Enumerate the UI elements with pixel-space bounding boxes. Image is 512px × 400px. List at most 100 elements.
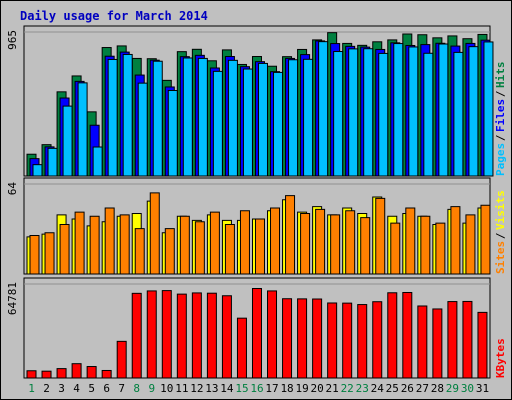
day-label-1: 1 xyxy=(28,382,35,395)
bar-visitors-sites-day-14 xyxy=(224,224,235,275)
bar-kbytes-kbytes-day-30 xyxy=(462,300,473,379)
bar-visitors-sites-day-28 xyxy=(435,222,446,275)
bar-visitors-sites-day-25 xyxy=(390,222,401,275)
day-label-9: 9 xyxy=(148,382,155,395)
bar-visitors-sites-day-15 xyxy=(239,210,250,275)
legend-label-kbytes: KBytes xyxy=(494,338,507,378)
bar-kbytes-kbytes-day-8 xyxy=(131,292,142,379)
bar-requests-pages-day-20 xyxy=(318,41,329,177)
day-label-30: 30 xyxy=(461,382,474,395)
bar-visitors-sites-day-8 xyxy=(134,228,145,275)
day-label-29: 29 xyxy=(446,382,459,395)
bar-requests-pages-day-21 xyxy=(333,51,344,177)
bar-requests-pages-day-18 xyxy=(288,59,299,177)
day-label-5: 5 xyxy=(88,382,95,395)
chart-title: Daily usage for March 2014 xyxy=(20,9,208,23)
bar-kbytes-kbytes-day-18 xyxy=(282,298,293,379)
legend-separator: / xyxy=(494,90,507,97)
day-label-25: 25 xyxy=(386,382,399,395)
bar-kbytes-kbytes-day-5 xyxy=(86,366,97,379)
bar-requests-pages-day-24 xyxy=(378,52,389,177)
bar-kbytes-kbytes-day-3 xyxy=(56,368,67,379)
bar-visitors-sites-day-9 xyxy=(149,192,160,275)
bar-kbytes-kbytes-day-10 xyxy=(161,290,172,379)
bar-visitors-sites-day-27 xyxy=(420,215,431,275)
bar-visitors-sites-day-11 xyxy=(179,215,190,275)
bar-visitors-sites-day-30 xyxy=(465,214,476,275)
legend-label-sites: Sites xyxy=(494,241,507,274)
legend-label-pages: Pages xyxy=(494,143,507,176)
bar-requests-pages-day-22 xyxy=(348,48,359,177)
bar-requests-pages-day-15 xyxy=(242,68,253,177)
bar-requests-pages-day-30 xyxy=(468,46,479,177)
bar-visitors-sites-day-12 xyxy=(194,221,205,275)
bar-requests-pages-day-12 xyxy=(197,57,208,177)
bar-requests-pages-day-13 xyxy=(212,70,223,177)
legend-separator: / xyxy=(494,232,507,239)
day-label-14: 14 xyxy=(220,382,234,395)
bar-visitors-sites-day-10 xyxy=(164,228,175,275)
bar-requests-pages-day-1 xyxy=(32,164,43,177)
bar-kbytes-kbytes-day-1 xyxy=(26,370,37,379)
day-label-31: 31 xyxy=(476,382,489,395)
day-label-7: 7 xyxy=(118,382,125,395)
legend-visitors: Sites / Visits xyxy=(494,190,507,274)
ymax-label-requests: 965 xyxy=(6,30,19,50)
bar-kbytes-kbytes-day-2 xyxy=(41,370,52,379)
bar-kbytes-kbytes-day-20 xyxy=(312,298,323,379)
day-label-6: 6 xyxy=(103,382,110,395)
legend-label-visits: Visits xyxy=(494,190,507,230)
day-label-26: 26 xyxy=(401,382,414,395)
day-label-20: 20 xyxy=(311,382,324,395)
bar-kbytes-kbytes-day-29 xyxy=(447,301,458,379)
bar-requests-pages-day-25 xyxy=(393,43,404,177)
day-label-11: 11 xyxy=(175,382,188,395)
bar-kbytes-kbytes-day-17 xyxy=(267,290,278,379)
bar-visitors-sites-day-21 xyxy=(330,214,341,275)
bar-requests-pages-day-27 xyxy=(423,52,434,177)
bar-requests-pages-day-2 xyxy=(47,147,58,177)
bar-kbytes-kbytes-day-31 xyxy=(477,311,488,379)
bar-requests-pages-day-14 xyxy=(227,59,238,177)
bar-visitors-sites-day-5 xyxy=(89,215,100,275)
bar-kbytes-kbytes-day-6 xyxy=(101,369,112,379)
day-label-21: 21 xyxy=(326,382,339,395)
bar-requests-pages-day-6 xyxy=(107,58,118,177)
day-label-12: 12 xyxy=(190,382,203,395)
bar-requests-pages-day-26 xyxy=(408,46,419,177)
bar-kbytes-kbytes-day-11 xyxy=(176,293,187,379)
legend-kbytes: KBytes xyxy=(494,338,507,378)
bar-requests-pages-day-16 xyxy=(257,62,268,177)
bar-kbytes-kbytes-day-14 xyxy=(221,295,232,379)
bar-visitors-sites-day-24 xyxy=(375,197,386,275)
bar-requests-pages-day-17 xyxy=(273,71,284,177)
bar-kbytes-kbytes-day-15 xyxy=(236,317,247,379)
bar-visitors-sites-day-20 xyxy=(315,208,326,275)
day-label-24: 24 xyxy=(371,382,385,395)
bar-visitors-sites-day-19 xyxy=(300,213,311,275)
bar-requests-pages-day-9 xyxy=(152,60,163,177)
bar-visitors-sites-day-3 xyxy=(59,224,70,275)
day-label-16: 16 xyxy=(250,382,263,395)
bar-kbytes-kbytes-day-28 xyxy=(432,308,443,379)
bar-requests-pages-day-19 xyxy=(303,58,314,177)
bar-visitors-sites-day-18 xyxy=(285,195,296,275)
bar-kbytes-kbytes-day-23 xyxy=(357,304,368,379)
day-label-18: 18 xyxy=(280,382,293,395)
bar-requests-pages-day-7 xyxy=(122,53,133,177)
bar-visitors-sites-day-6 xyxy=(104,207,115,275)
day-label-2: 2 xyxy=(43,382,50,395)
bar-requests-pages-day-4 xyxy=(77,82,88,177)
day-label-19: 19 xyxy=(295,382,308,395)
bar-kbytes-kbytes-day-22 xyxy=(342,302,353,379)
day-label-17: 17 xyxy=(265,382,278,395)
legend-label-hits: Hits xyxy=(494,62,507,89)
day-label-4: 4 xyxy=(73,382,80,395)
ymax-label-kbytes: 64781 xyxy=(6,282,19,315)
bar-visitors-sites-day-1 xyxy=(29,235,40,275)
legend-label-files: Files xyxy=(494,99,507,132)
bar-requests-pages-day-8 xyxy=(137,82,148,177)
bar-requests-pages-day-10 xyxy=(167,90,178,177)
